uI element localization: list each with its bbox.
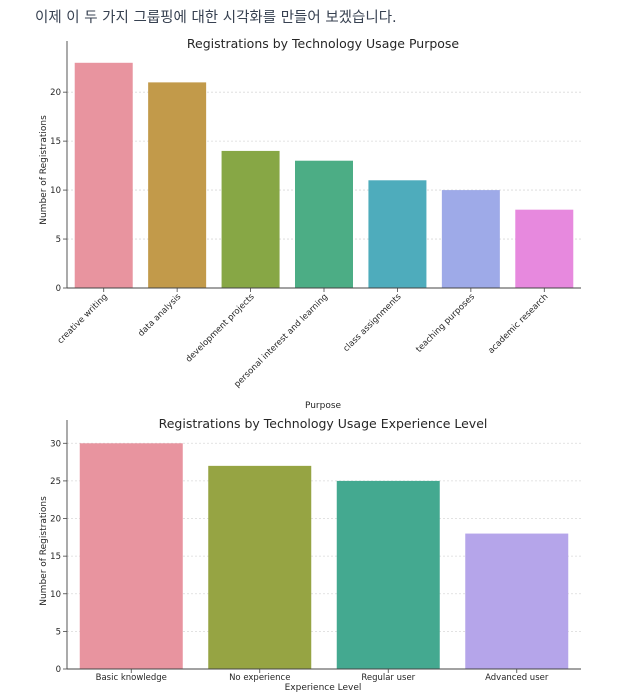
bar-creative-writing bbox=[74, 62, 133, 288]
bar-teaching-purposes bbox=[441, 190, 500, 288]
y-tick-label: 15 bbox=[50, 552, 61, 562]
bar-personal-interest-and-learning bbox=[295, 160, 353, 288]
bar-no-experience bbox=[208, 465, 312, 669]
y-axis-label: Number of Registrations bbox=[39, 115, 49, 225]
x-axis-label: Experience Level bbox=[285, 683, 362, 693]
x-tick-label: teaching purposes bbox=[414, 292, 477, 355]
y-tick-label: 5 bbox=[56, 235, 61, 245]
x-tick-label: data analysis bbox=[136, 292, 183, 339]
y-tick-label: 10 bbox=[50, 186, 61, 196]
bar-class-assignments bbox=[368, 180, 427, 288]
x-tick-label: No experience bbox=[229, 673, 290, 683]
y-tick-label: 20 bbox=[50, 88, 61, 98]
y-tick-label: 0 bbox=[56, 665, 61, 675]
purpose-chart: Registrations by Technology Usage Purpos… bbox=[39, 36, 581, 411]
y-tick-label: 0 bbox=[56, 284, 61, 294]
bar-regular-user bbox=[336, 480, 440, 669]
x-tick-label: Basic knowledge bbox=[96, 673, 167, 683]
y-tick-label: 30 bbox=[50, 439, 61, 449]
bar-data-analysis bbox=[148, 82, 207, 288]
x-tick-label: academic research bbox=[486, 292, 550, 356]
y-tick-label: 25 bbox=[50, 477, 61, 487]
y-axis-label: Number of Registrations bbox=[39, 496, 49, 606]
bar-advanced-user bbox=[465, 533, 569, 669]
x-tick-label: Advanced user bbox=[485, 673, 549, 683]
chart-title: Registrations by Technology Usage Purpos… bbox=[187, 36, 460, 51]
x-axis-label: Purpose bbox=[305, 401, 342, 411]
experience-chart: Registrations by Technology Usage Experi… bbox=[39, 416, 581, 693]
x-tick-label: development projects bbox=[184, 292, 257, 365]
x-tick-label: class assignments bbox=[342, 292, 404, 354]
y-tick-label: 15 bbox=[50, 137, 61, 147]
bar-basic-knowledge bbox=[79, 443, 183, 669]
bar-development-projects bbox=[221, 150, 280, 288]
y-tick-label: 5 bbox=[56, 627, 61, 637]
bar-academic-research bbox=[515, 209, 574, 288]
y-tick-label: 20 bbox=[50, 515, 61, 525]
x-tick-label: Regular user bbox=[361, 673, 415, 683]
x-tick-label: creative writing bbox=[56, 292, 110, 346]
y-tick-label: 10 bbox=[50, 590, 61, 600]
intro-text: 이제 이 두 가지 그룹핑에 대한 시각화를 만들어 보겠습니다. bbox=[35, 10, 397, 26]
chart-title: Registrations by Technology Usage Experi… bbox=[159, 416, 488, 431]
